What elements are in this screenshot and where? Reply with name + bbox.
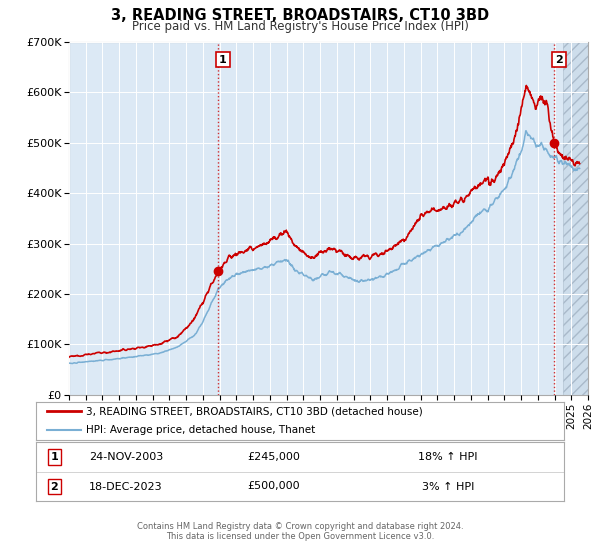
Text: £500,000: £500,000 xyxy=(247,482,300,492)
Text: Price paid vs. HM Land Registry's House Price Index (HPI): Price paid vs. HM Land Registry's House … xyxy=(131,20,469,32)
Text: Contains HM Land Registry data © Crown copyright and database right 2024.
This d: Contains HM Land Registry data © Crown c… xyxy=(137,522,463,542)
Text: 2: 2 xyxy=(50,482,58,492)
Text: 1: 1 xyxy=(219,55,227,64)
Text: £245,000: £245,000 xyxy=(247,452,300,462)
Bar xyxy=(563,42,596,395)
Text: 24-NOV-2003: 24-NOV-2003 xyxy=(89,452,163,462)
Text: 18% ↑ HPI: 18% ↑ HPI xyxy=(418,452,478,462)
Text: HPI: Average price, detached house, Thanet: HPI: Average price, detached house, Than… xyxy=(86,425,316,435)
Text: 3, READING STREET, BROADSTAIRS, CT10 3BD (detached house): 3, READING STREET, BROADSTAIRS, CT10 3BD… xyxy=(86,406,423,416)
Text: 1: 1 xyxy=(50,452,58,462)
Text: 2: 2 xyxy=(555,55,563,64)
Text: 3, READING STREET, BROADSTAIRS, CT10 3BD: 3, READING STREET, BROADSTAIRS, CT10 3BD xyxy=(111,8,489,24)
Text: 3% ↑ HPI: 3% ↑ HPI xyxy=(422,482,474,492)
Text: 18-DEC-2023: 18-DEC-2023 xyxy=(89,482,163,492)
